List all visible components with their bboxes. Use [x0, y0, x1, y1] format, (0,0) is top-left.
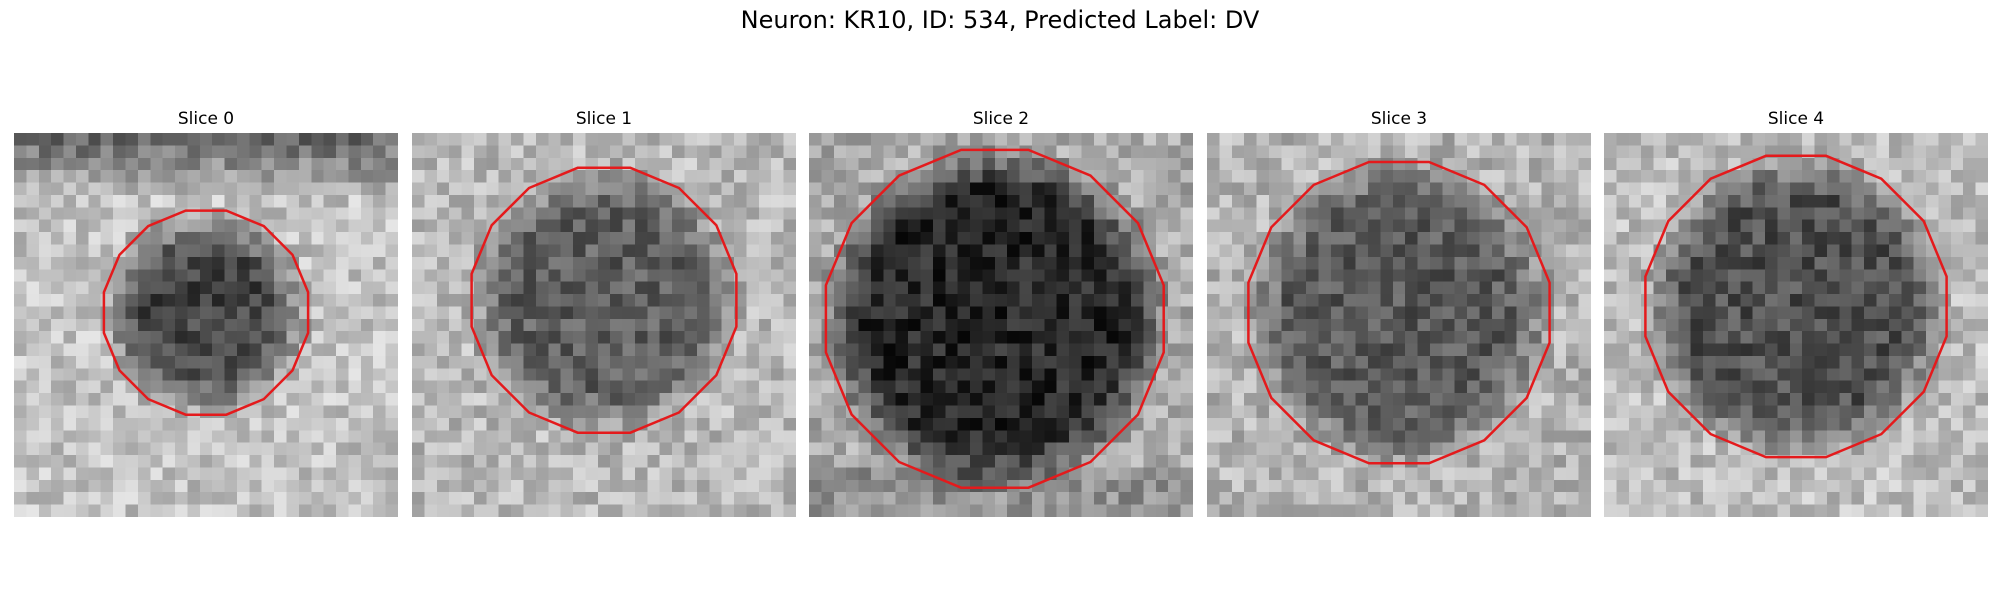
slice-image-2 [809, 133, 1193, 517]
slice-image-0 [14, 133, 398, 517]
slice-image-4 [1604, 133, 1988, 517]
slice-title-1: Slice 1 [575, 109, 633, 129]
figure-title: Neuron: KR10, ID: 534, Predicted Label: … [740, 6, 1260, 34]
slice-title-3: Slice 3 [1370, 109, 1428, 129]
segmentation-contour [824, 148, 1165, 489]
slice-pixels [412, 133, 796, 517]
segmentation-contour [102, 209, 310, 416]
slice-image-1 [412, 133, 796, 517]
slice-panel-0: Slice 0 [14, 108, 398, 517]
slice-pixels [1604, 133, 1988, 517]
segmentation-contour [1247, 160, 1551, 465]
slice-panel-1: Slice 1 [412, 108, 796, 517]
slice-panel-2: Slice 2 [809, 108, 1193, 517]
slice-title-0: Slice 0 [177, 109, 235, 129]
slice-pixels [14, 133, 398, 517]
slice-pixels [809, 133, 1193, 517]
slice-pixels [1207, 133, 1591, 517]
slice-panel-3: Slice 3 [1207, 108, 1591, 517]
slice-title-2: Slice 2 [972, 109, 1030, 129]
segmentation-contour [470, 166, 738, 434]
segmentation-contour [1644, 154, 1948, 459]
slice-title-4: Slice 4 [1767, 109, 1825, 129]
slice-image-3 [1207, 133, 1591, 517]
slice-panel-4: Slice 4 [1604, 108, 1988, 517]
